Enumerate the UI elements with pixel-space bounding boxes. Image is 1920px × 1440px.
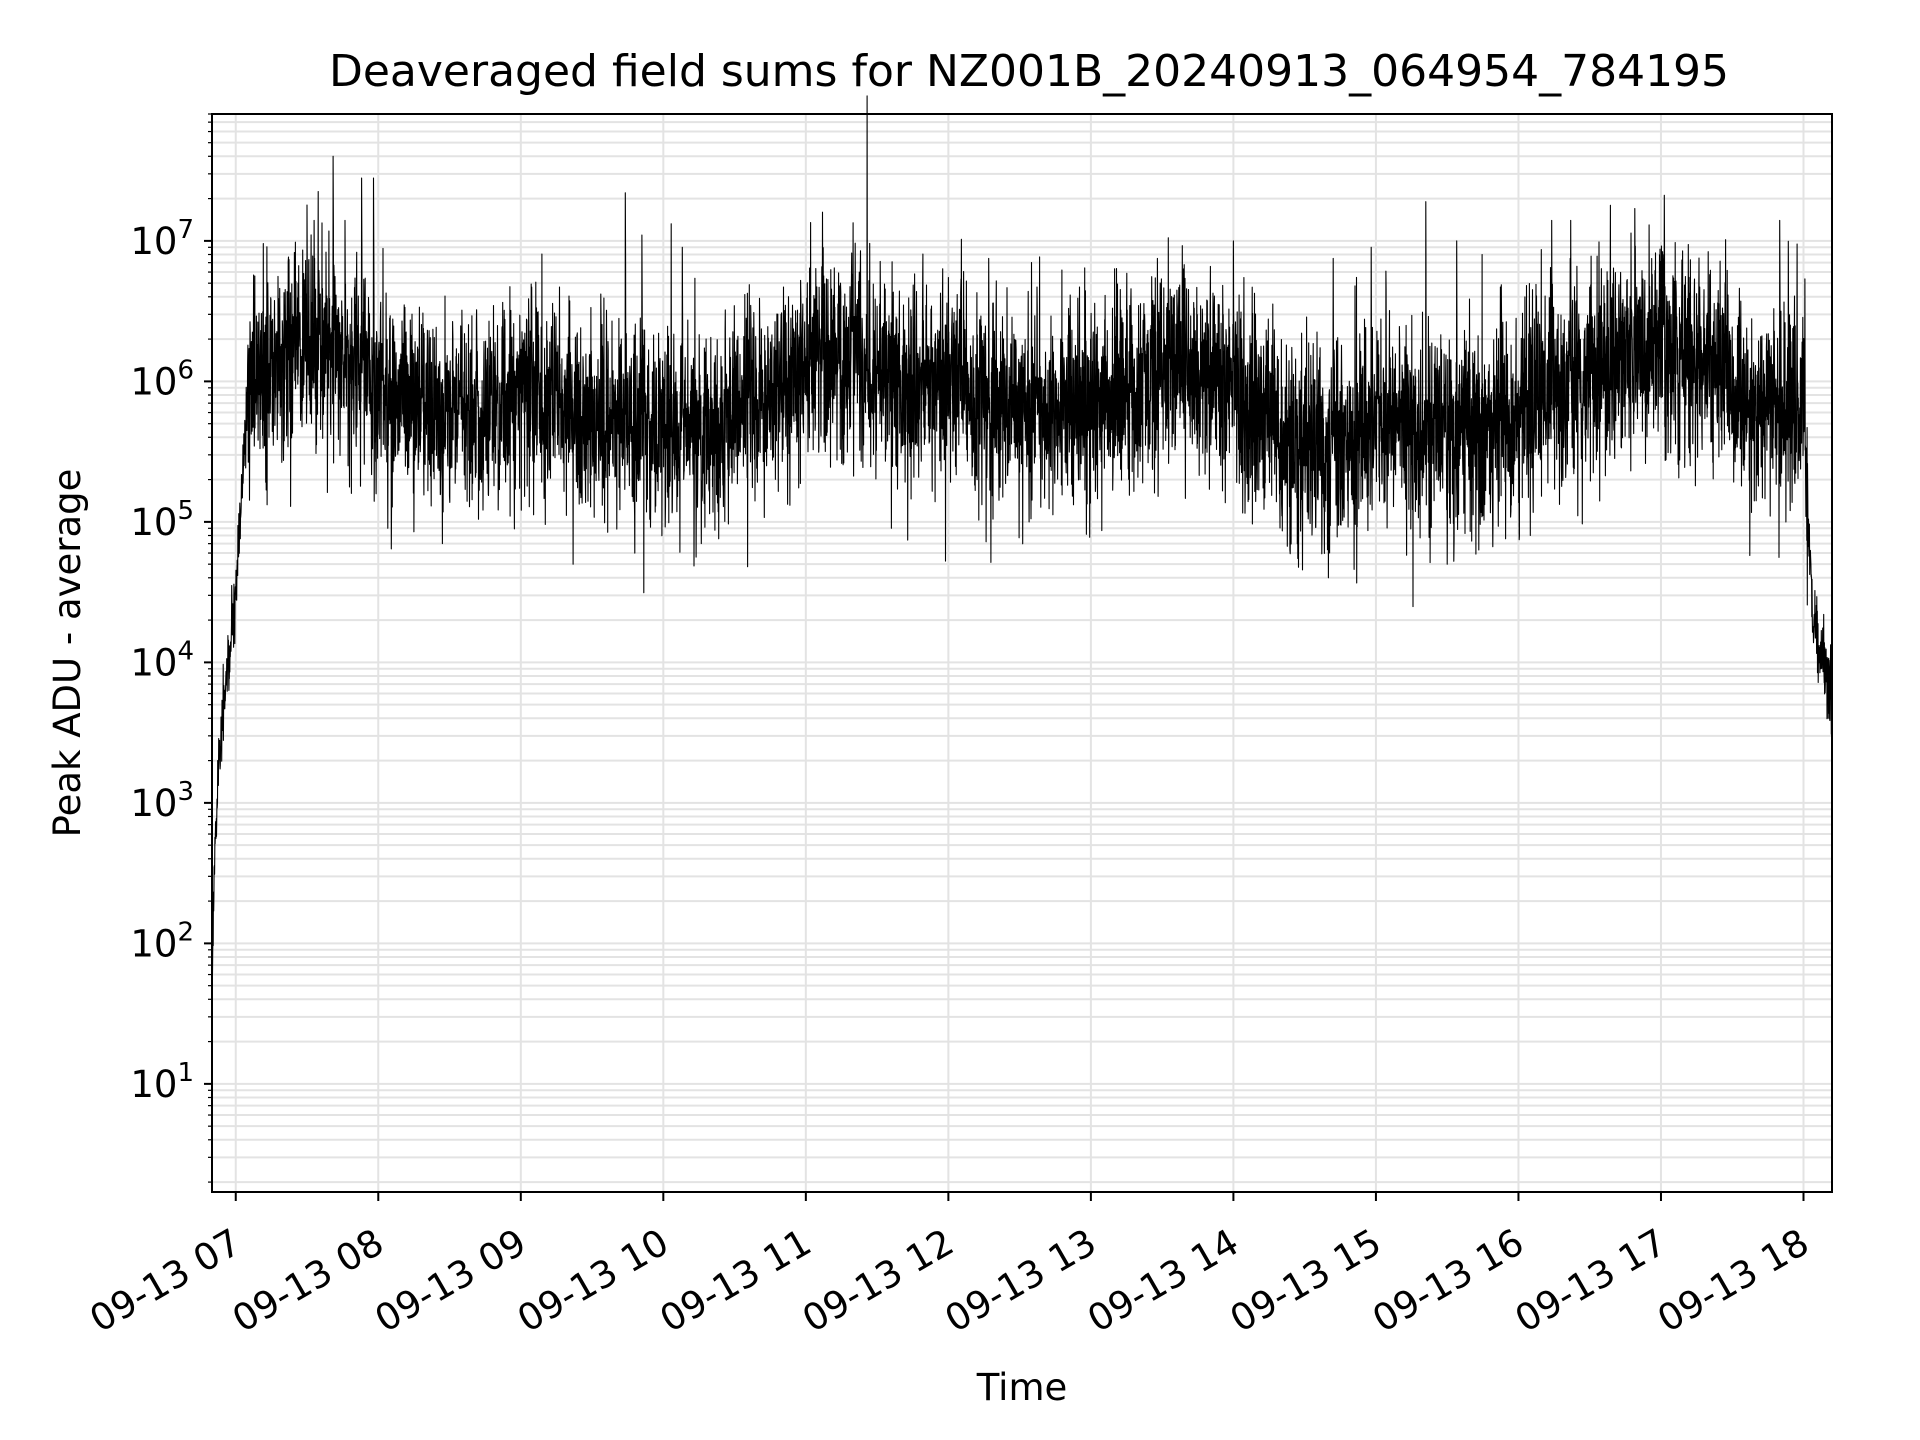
x-axis-label: Time	[976, 1366, 1068, 1409]
chart-title: Deaveraged field sums for NZ001B_2024091…	[329, 46, 1729, 97]
y-tick-label: 103	[130, 777, 194, 825]
y-tick-label: 101	[130, 1058, 194, 1106]
series-line	[211, 95, 1833, 1015]
plot-frame	[211, 113, 1833, 1193]
y-axis: 101 102 103 104 105 106 107	[130, 113, 212, 1183]
y-tick-label: 106	[130, 355, 194, 403]
y-tick-label: 104	[130, 636, 194, 684]
series-group	[211, 95, 1833, 1015]
y-axis-label: Peak ADU - average	[46, 469, 89, 838]
y-tick-label: 107	[130, 215, 194, 263]
grid-lines	[212, 113, 1832, 1192]
y-tick-label: 102	[130, 917, 194, 965]
y-tick-label: 105	[130, 496, 194, 544]
